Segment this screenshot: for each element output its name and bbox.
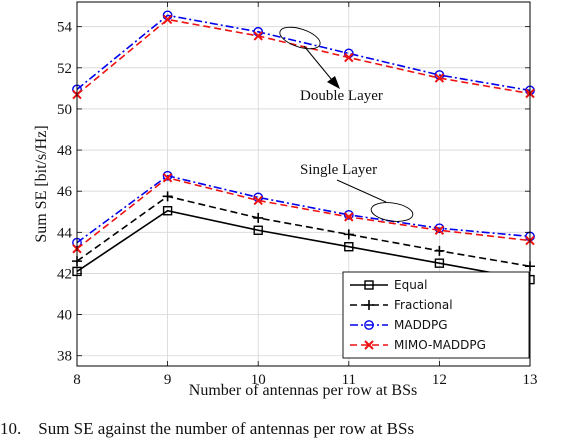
x-tick-label: 13 [523, 372, 538, 388]
series-line [76, 209, 531, 281]
data-point [344, 212, 354, 222]
y-tick-label: 42 [57, 266, 72, 282]
y-tick-label: 46 [57, 184, 73, 200]
legend-marker [364, 320, 374, 330]
plot-frame [76, 1, 531, 367]
data-point [253, 195, 263, 206]
double-layer-arrowhead [327, 76, 340, 89]
legend-item: Fractional [350, 298, 453, 312]
data-point [162, 173, 173, 183]
data-point [162, 170, 173, 181]
x-tick-label: 9 [164, 372, 172, 388]
data-point [162, 191, 173, 202]
data-point [434, 245, 445, 256]
legend-box [342, 271, 530, 359]
single-layer-label: Single Layer [300, 162, 377, 178]
data-point [343, 209, 354, 220]
x-tick-label: 10 [251, 372, 266, 388]
legend-items: Equal Fractional MADDPG MIMO-MADDPG [350, 278, 486, 352]
double-layer-label: Double Layer [300, 88, 383, 104]
data-point [343, 229, 354, 240]
y-axis-label: Sum SE [bit/s/Hz] [33, 125, 50, 242]
x-tick-label: 8 [73, 372, 81, 388]
y-tick-label: 54 [57, 20, 73, 36]
x-tick-label: 11 [342, 372, 356, 388]
y-tick-label: 48 [57, 143, 72, 159]
axis-ticks [76, 2, 531, 366]
data-point [162, 14, 173, 25]
data-point [253, 225, 263, 235]
data-point [434, 225, 445, 235]
series-line [76, 176, 531, 250]
single-layer-arrow [336, 179, 387, 203]
double-layer-annotation: Double Layer [279, 26, 383, 104]
legend-label: Fractional [394, 298, 453, 312]
data-point [344, 242, 354, 252]
series-layer [72, 10, 535, 285]
legend-marker [364, 300, 374, 310]
series-line [76, 195, 531, 268]
sum-se-chart: 8 9 10 11 12 13 38 40 42 44 46 48 50 52 54 Number of a… [33, 1, 538, 399]
legend-item: MADDPG [350, 318, 448, 332]
legend-marker [364, 340, 374, 350]
y-tick-label: 40 [57, 308, 72, 324]
series-line [76, 174, 531, 244]
y-tick-label: 38 [57, 349, 72, 365]
double-layer-ellipse [279, 26, 321, 50]
legend-item: MIMO-MADDPG [350, 338, 486, 352]
data-point [253, 31, 263, 41]
x-axis-label: Number of antennas per row at BSs [189, 382, 417, 399]
data-point [253, 212, 264, 223]
series-line [76, 14, 531, 92]
double-layer-arrow [303, 45, 333, 81]
x-tick-label: 12 [432, 372, 447, 388]
tick-labels: 8 9 10 11 12 13 38 40 42 44 46 48 50 52 54 [57, 20, 538, 388]
legend-label: MIMO-MADDPG [394, 338, 486, 352]
figure-caption: 10. Sum SE against the number of antenna… [0, 419, 415, 438]
data-point [434, 223, 445, 234]
legend: Equal Fractional MADDPG MIMO-MADDPG [342, 271, 530, 359]
single-layer-annotation: Single Layer [300, 162, 414, 222]
y-tick-label: 44 [57, 225, 73, 241]
data-point [344, 52, 354, 63]
data-point [434, 258, 445, 268]
data-point [162, 206, 173, 216]
series-line [76, 18, 531, 96]
y-tick-label: 50 [57, 102, 72, 118]
legend-marker [364, 280, 374, 290]
single-layer-ellipse [370, 202, 414, 222]
legend-label: Equal [394, 278, 428, 292]
legend-label: MADDPG [394, 318, 448, 332]
data-point [434, 73, 445, 83]
legend-item: Equal [350, 278, 428, 292]
y-tick-label: 52 [57, 61, 72, 77]
